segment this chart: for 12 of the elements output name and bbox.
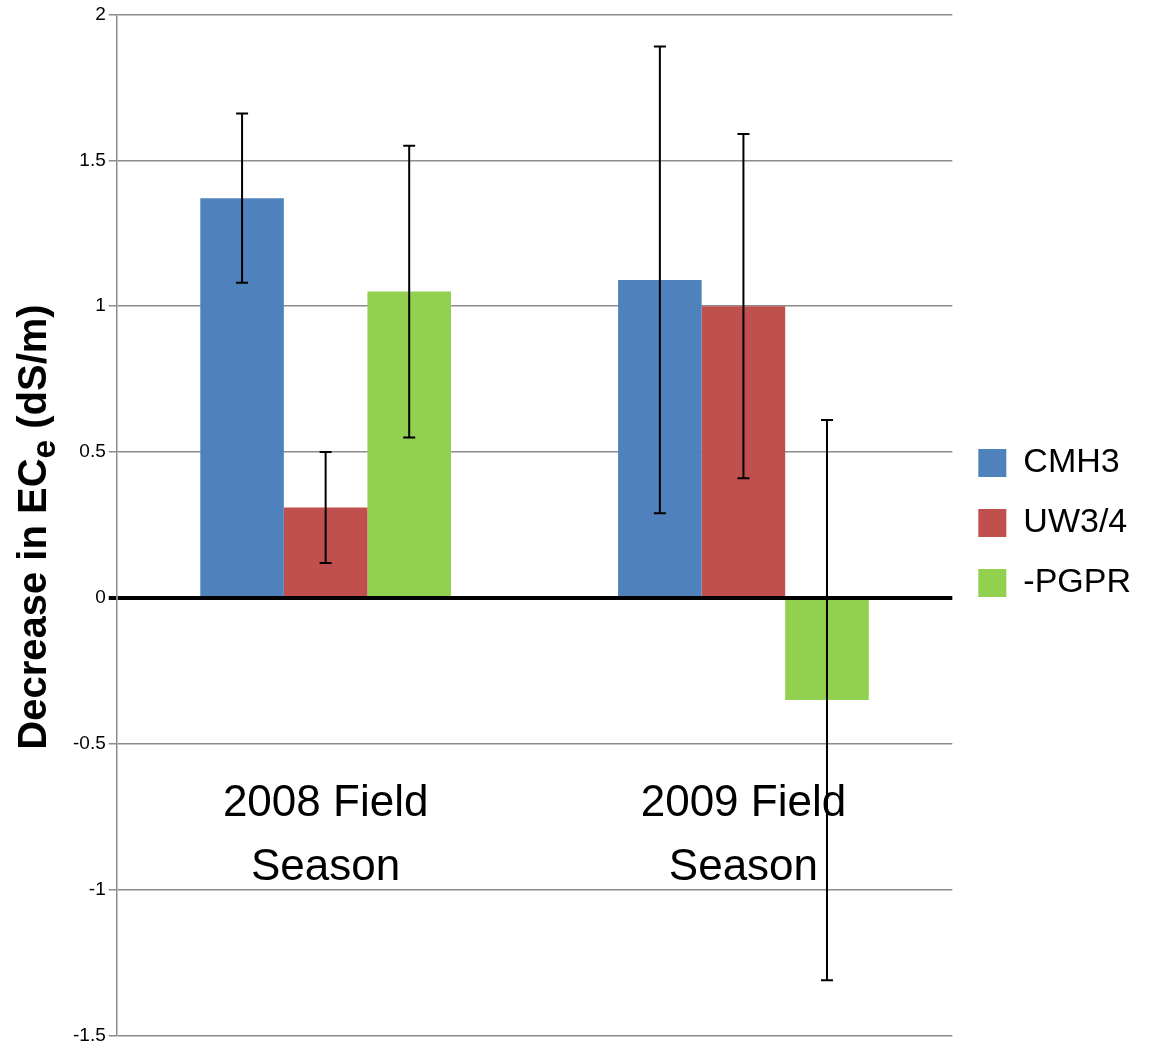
y-tick-label: -1 — [88, 877, 106, 899]
y-tick-label: 0.5 — [79, 440, 106, 462]
y-tick-label: 2 — [95, 2, 106, 24]
y-tick-label: 0 — [95, 586, 106, 608]
x-tick-label: 2008 Field Season — [222, 775, 429, 889]
y-tick-label: 1.5 — [79, 148, 106, 170]
legend-label: CMH3 — [1023, 441, 1120, 480]
legend-label: -PGPR — [1023, 561, 1132, 600]
y-tick-label: -1.5 — [72, 1023, 106, 1045]
y-tick-label: -0.5 — [72, 732, 106, 754]
y-tick-label: 1 — [95, 294, 106, 316]
legend-label: UW3/4 — [1023, 501, 1128, 540]
